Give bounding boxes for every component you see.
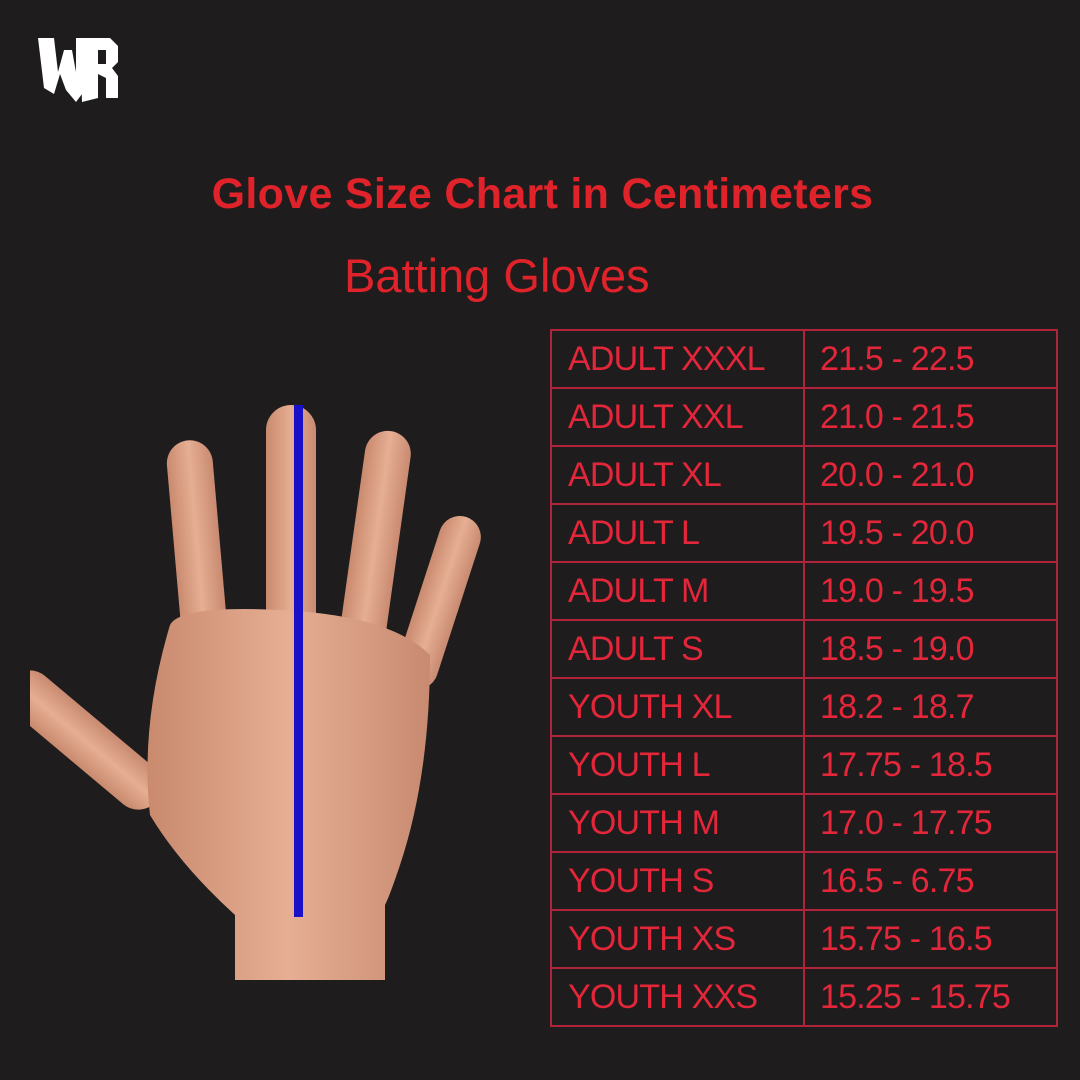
table-row: ADULT M 19.0 - 19.5 <box>550 561 1058 621</box>
size-range: 19.5 - 20.0 <box>803 503 1058 563</box>
hand-measure-icon <box>30 405 481 980</box>
size-label: YOUTH L <box>550 735 805 795</box>
table-row: ADULT XL 20.0 - 21.0 <box>550 445 1058 505</box>
page-title: Glove Size Chart in Centimeters <box>211 170 874 218</box>
size-range: 20.0 - 21.0 <box>803 445 1058 505</box>
size-range: 17.75 - 18.5 <box>803 735 1058 795</box>
size-range: 19.0 - 19.5 <box>803 561 1058 621</box>
size-range: 18.2 - 18.7 <box>803 677 1058 737</box>
table-row: ADULT XXXL 21.5 - 22.5 <box>550 329 1058 389</box>
table-row: ADULT S 18.5 - 19.0 <box>550 619 1058 679</box>
size-label: ADULT XXL <box>550 387 805 447</box>
size-label: YOUTH XL <box>550 677 805 737</box>
table-row: YOUTH XXS 15.25 - 15.75 <box>550 967 1058 1027</box>
size-range: 15.25 - 15.75 <box>803 967 1058 1027</box>
page-subtitle: Batting Gloves <box>344 249 650 302</box>
table-row: YOUTH XS 15.75 - 16.5 <box>550 909 1058 969</box>
table-row: YOUTH L 17.75 - 18.5 <box>550 735 1058 795</box>
size-range: 18.5 - 19.0 <box>803 619 1058 679</box>
size-range: 21.5 - 22.5 <box>803 329 1058 389</box>
size-label: YOUTH M <box>550 793 805 853</box>
size-label: ADULT L <box>550 503 805 563</box>
table-row: YOUTH M 17.0 - 17.75 <box>550 793 1058 853</box>
wr-logo <box>38 38 118 102</box>
size-label: YOUTH XS <box>550 909 805 969</box>
table-row: YOUTH S 16.5 - 6.75 <box>550 851 1058 911</box>
size-label: ADULT XL <box>550 445 805 505</box>
size-label: ADULT XXXL <box>550 329 805 389</box>
size-label: YOUTH S <box>550 851 805 911</box>
table-row: ADULT XXL 21.0 - 21.5 <box>550 387 1058 447</box>
size-label: ADULT S <box>550 619 805 679</box>
table-row: YOUTH XL 18.2 - 18.7 <box>550 677 1058 737</box>
size-range: 21.0 - 21.5 <box>803 387 1058 447</box>
size-range: 15.75 - 16.5 <box>803 909 1058 969</box>
measure-line <box>294 405 303 917</box>
size-range: 16.5 - 6.75 <box>803 851 1058 911</box>
size-table: ADULT XXXL 21.5 - 22.5 ADULT XXL 21.0 - 21… <box>550 329 1058 1027</box>
size-range: 17.0 - 17.75 <box>803 793 1058 853</box>
table-row: ADULT L 19.5 - 20.0 <box>550 503 1058 563</box>
size-label: ADULT M <box>550 561 805 621</box>
size-label: YOUTH XXS <box>550 967 805 1027</box>
